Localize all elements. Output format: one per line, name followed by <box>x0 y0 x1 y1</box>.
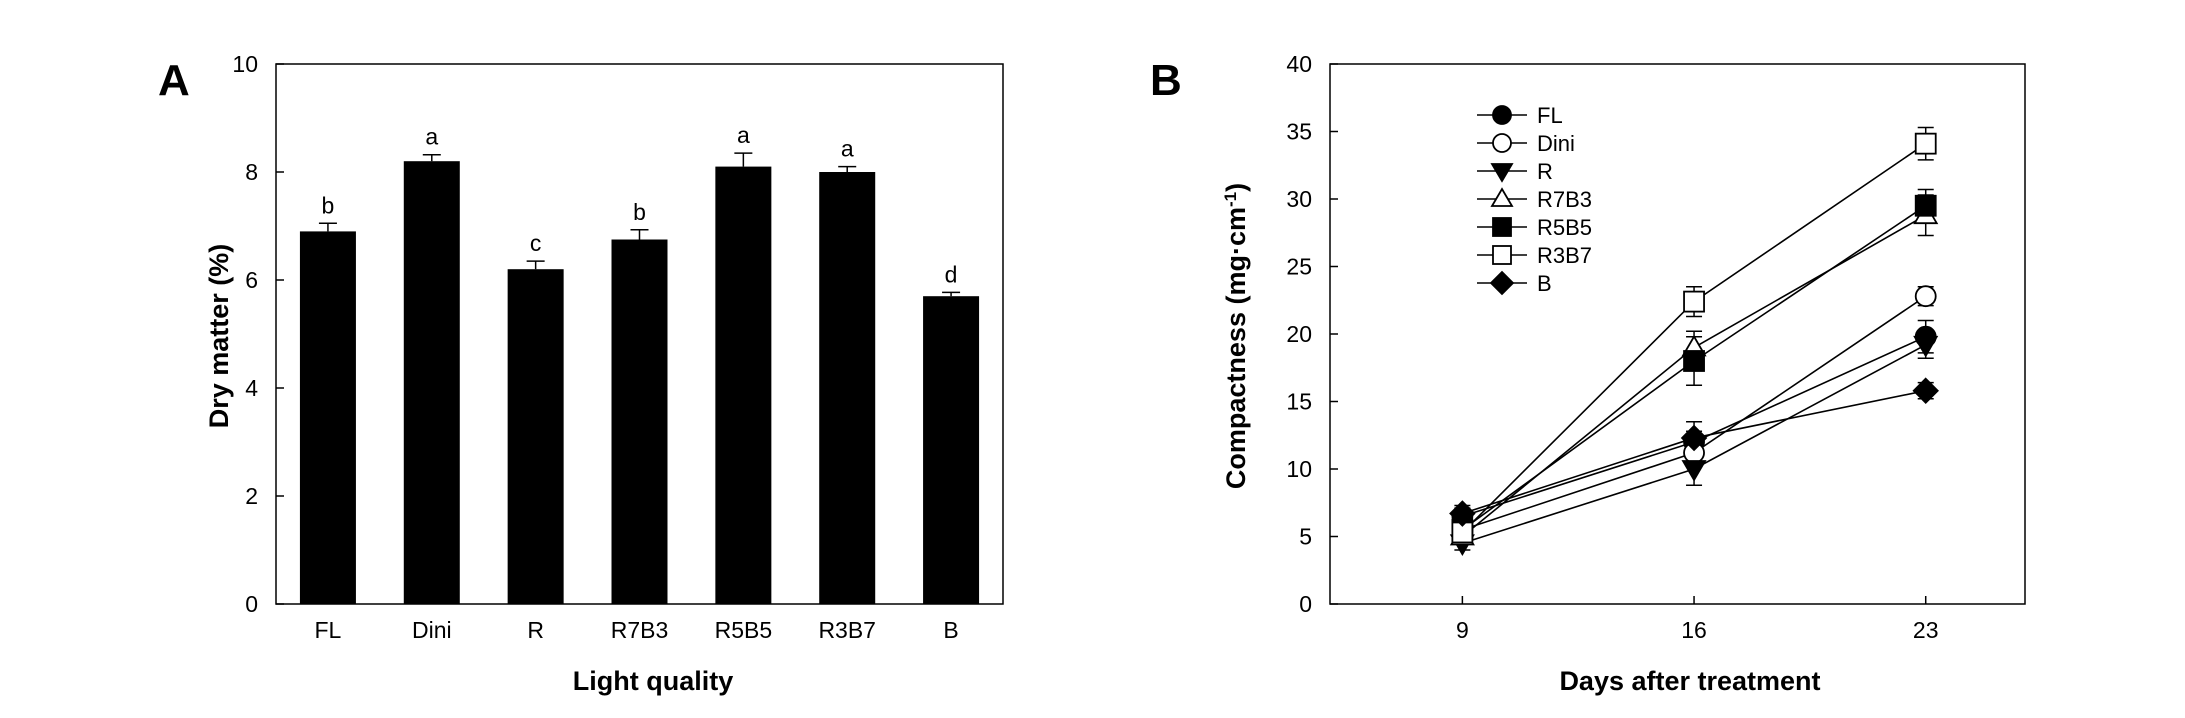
panel-a-x-tick-label: R5B5 <box>715 617 773 643</box>
series-b-point <box>1680 424 1708 452</box>
panel-a-y-tick-label: 8 <box>245 159 258 185</box>
panel-a-y-tick-label: 4 <box>245 375 258 401</box>
legend-r3b7-label: R3B7 <box>1537 243 1592 268</box>
panel-a-significance-letter: c <box>530 230 542 256</box>
legend-b-marker <box>1489 270 1515 296</box>
panel-b-label: B <box>1150 56 1182 105</box>
series-r-point <box>1681 460 1707 482</box>
panel-a-bar <box>611 239 668 604</box>
panel-a-significance-letter: b <box>633 199 646 225</box>
panel-a-significance-letter: b <box>322 192 335 218</box>
panel-a-label: A <box>158 56 190 105</box>
series-dini-point <box>1914 285 1937 308</box>
panel-b-y-tick-label: 15 <box>1286 389 1312 415</box>
panel-b-y-tick-label: 40 <box>1286 51 1312 77</box>
legend-dini-marker <box>1492 133 1512 153</box>
panel-a-x-tick-label: FL <box>315 617 342 643</box>
panel-a-x-axis-label: Light quality <box>573 666 733 696</box>
panel-a-y-tick-label: 0 <box>245 591 258 617</box>
panel-b-y-tick-label: 10 <box>1286 456 1312 482</box>
panel-a-significance-letter: d <box>945 261 958 287</box>
panel-a-y-tick-label: 2 <box>245 483 258 509</box>
panel-b-y-tick-label: 25 <box>1286 254 1312 280</box>
legend-b-label: B <box>1537 271 1552 296</box>
legend-fl-marker <box>1492 105 1512 125</box>
series-r3b7-point <box>1914 132 1937 155</box>
panel-a-significance-letter: a <box>425 124 438 150</box>
legend-dini-label: Dini <box>1537 131 1575 156</box>
panel-a-bar <box>715 166 772 604</box>
panel-a-y-tick-label: 6 <box>245 267 258 293</box>
panel-a-x-tick-label: B <box>943 617 958 643</box>
legend-r3b7-marker <box>1492 245 1512 265</box>
panel-b-y-tick-label: 5 <box>1299 524 1312 550</box>
panel-a-y-axis-label: Dry matter (%) <box>204 244 234 429</box>
panel-a-bar <box>299 231 356 604</box>
series-r-point <box>1913 335 1939 358</box>
series-r5b5-point <box>1914 194 1937 217</box>
panel-a-x-tick-label: R3B7 <box>818 617 876 643</box>
panel-a-bar <box>507 269 564 604</box>
panel-a-significance-letter: a <box>841 136 854 162</box>
panel-b-x-tick-label: 23 <box>1913 617 1939 643</box>
panel-b-y-tick-label: 30 <box>1286 186 1312 212</box>
panel-a-x-tick-label: R7B3 <box>611 617 669 643</box>
panel-a-x-tick-label: Dini <box>412 617 452 643</box>
series-r5b5-point <box>1683 350 1705 372</box>
panel-b-y-tick-label: 20 <box>1286 321 1312 347</box>
panel-b-x-tick-label: 16 <box>1681 617 1707 643</box>
panel-b-y-axis-label: Compactness (mg·cm-1) <box>1221 183 1252 489</box>
legend-r-label: R <box>1537 159 1553 184</box>
panel-b-x-axis-label: Days after treatment <box>1559 666 1820 696</box>
legend-r7b3-marker <box>1490 187 1514 207</box>
panel-a-bar <box>819 172 876 604</box>
legend-r5b5-marker <box>1492 217 1512 237</box>
panel-a-y-tick-label: 10 <box>232 51 258 77</box>
panel-a-x-tick-label: R <box>527 617 544 643</box>
panel-a-bar <box>403 161 460 604</box>
panel-b-y-tick-label: 35 <box>1286 119 1312 145</box>
panel-b-y-tick-label: 0 <box>1299 591 1312 617</box>
panel-b-x-tick-label: 9 <box>1456 617 1469 643</box>
legend-r-marker <box>1490 163 1514 183</box>
panel-a-significance-letter: a <box>737 122 750 148</box>
legend-r5b5-label: R5B5 <box>1537 215 1592 240</box>
panel-a-bar <box>923 296 980 604</box>
series-r3b7-point <box>1683 290 1705 313</box>
series-b-point <box>1449 500 1476 527</box>
legend-r7b3-label: R7B3 <box>1537 187 1592 212</box>
legend-fl-label: FL <box>1537 103 1563 128</box>
series-b-point <box>1912 377 1939 404</box>
